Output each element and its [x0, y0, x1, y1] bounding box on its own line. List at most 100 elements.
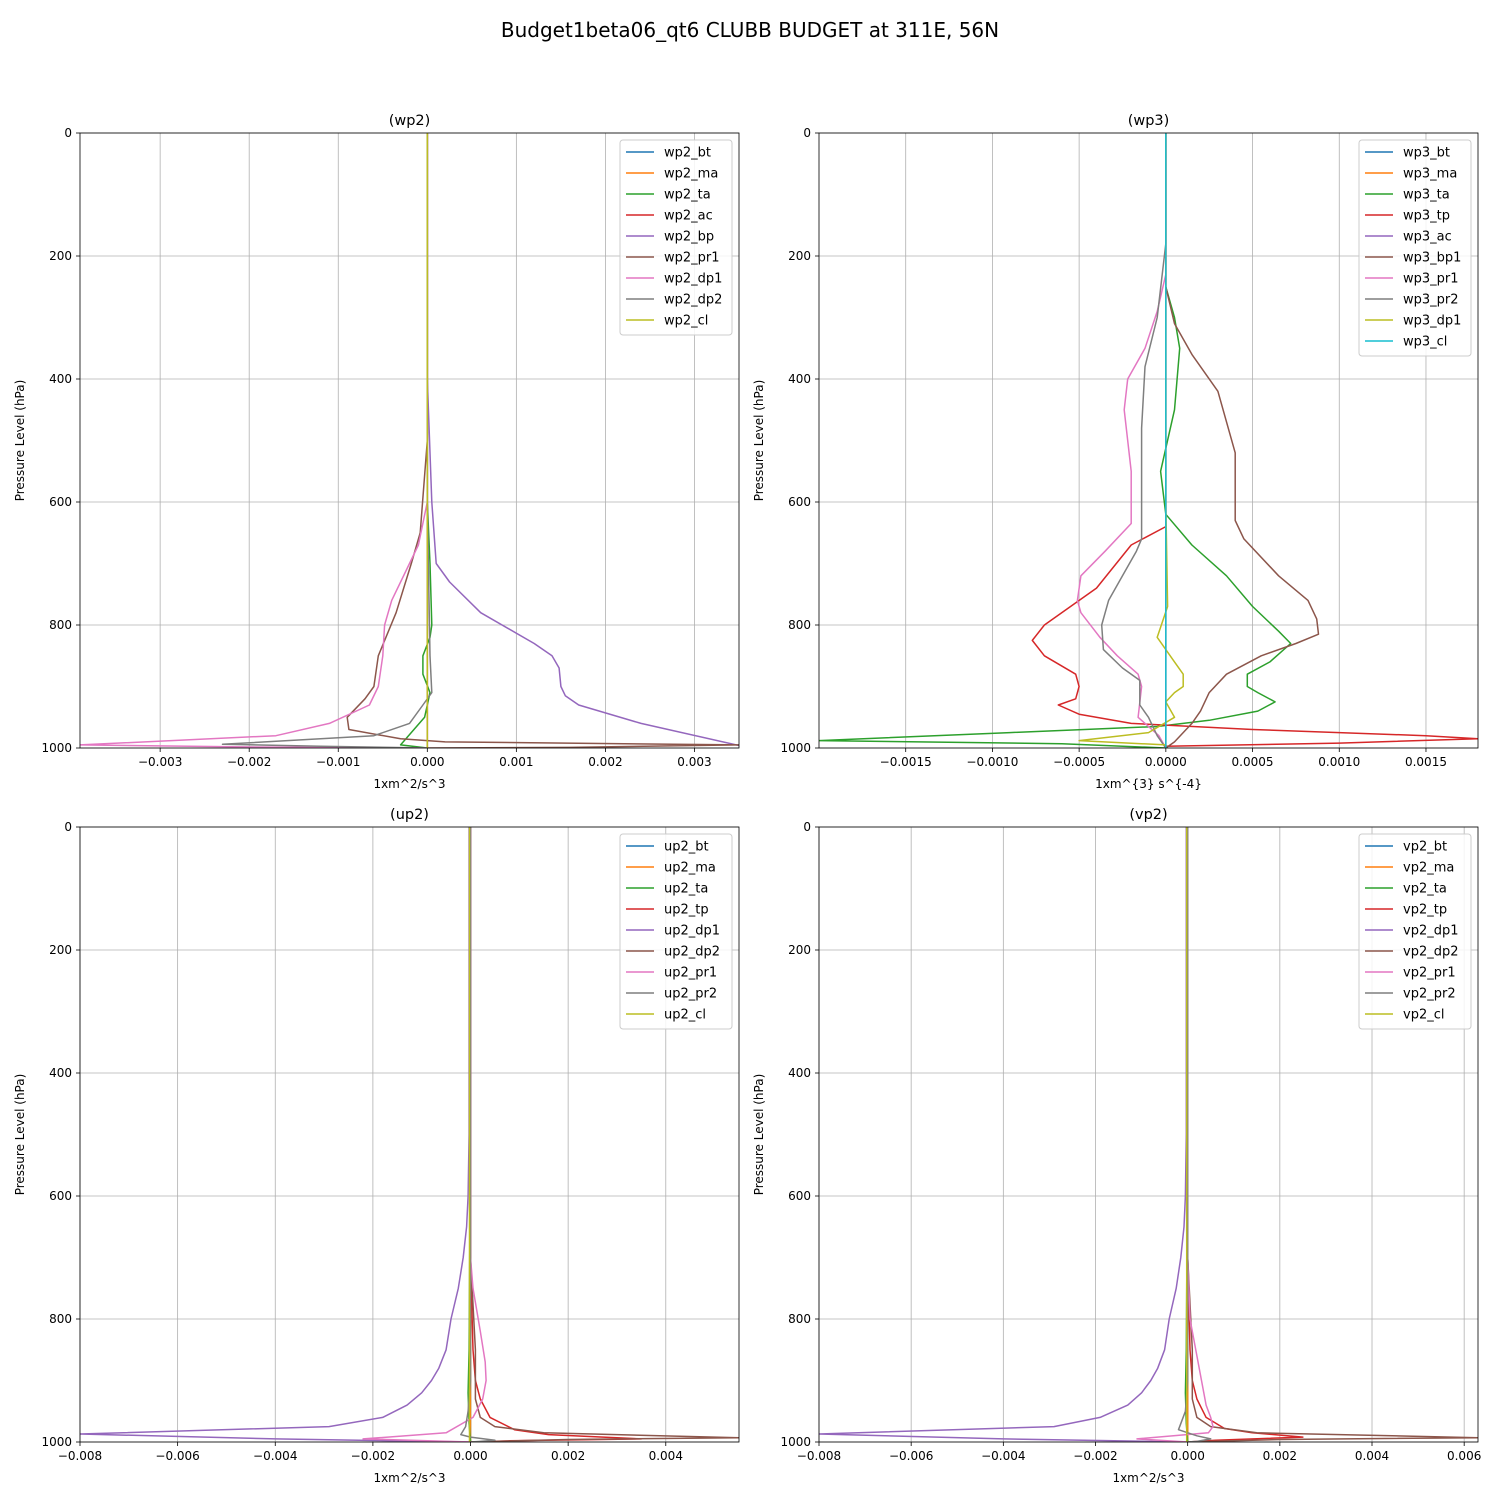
series-group — [819, 133, 1478, 748]
x-tick-label: 0.003 — [677, 755, 711, 769]
series-line-up2_pr2 — [460, 827, 496, 1442]
y-tick-label: 0 — [64, 126, 72, 140]
legend-entry: vp2_dp1 — [1403, 924, 1459, 939]
legend-entry: wp2_dp2 — [664, 293, 722, 308]
legend-entry: wp3_ta — [1403, 188, 1450, 203]
panel-title: (vp2) — [1129, 807, 1167, 823]
legend-entry: wp2_cl — [664, 314, 708, 329]
legend-box — [1358, 833, 1472, 1030]
y-axis-label: Pressure Level (hPa) — [13, 1074, 27, 1196]
x-tick-label: 0.000 — [1170, 1449, 1204, 1463]
x-tick-label: −0.004 — [981, 1449, 1025, 1463]
x-tick-label: −0.002 — [1073, 1449, 1117, 1463]
x-tick-label: 0.004 — [1355, 1449, 1389, 1463]
y-tick-label: 0 — [803, 126, 811, 140]
series-group — [80, 827, 739, 1442]
x-tick-label: 0.000 — [453, 1449, 487, 1463]
axes-frame — [818, 826, 1479, 1443]
legend-box — [619, 833, 733, 1030]
y-tick-label: 1000 — [780, 741, 811, 755]
legend-entry: wp2_bp — [664, 230, 714, 245]
series-line-wp3_tp — [1031, 133, 1478, 747]
x-tick-label: −0.006 — [155, 1449, 199, 1463]
legend-entry: wp2_dp1 — [664, 272, 722, 287]
y-tick-label: 600 — [49, 1189, 72, 1203]
legend-entry: wp3_ac — [1403, 230, 1452, 245]
y-tick-label: 400 — [788, 372, 811, 386]
x-tick-label: 0.002 — [588, 755, 622, 769]
series-line-vp2_pr2 — [1177, 827, 1212, 1442]
legend-box — [619, 139, 733, 336]
series-line-wp2_ta — [399, 133, 433, 748]
y-tick-label: 200 — [788, 249, 811, 263]
series-line-wp2_bp — [426, 133, 739, 747]
panel-title: (wp2) — [389, 113, 431, 129]
y-tick-label: 1000 — [780, 1435, 811, 1449]
legend: wp2_bt wp2_ma wp2_ta wp2_ac wp2_bp wp2_pr1 wp2… — [619, 139, 733, 336]
legend-entry: vp2_pr1 — [1403, 966, 1456, 981]
legend-entry: wp3_bp1 — [1403, 251, 1461, 266]
legend-entry: up2_dp1 — [664, 924, 720, 939]
y-axis-label: Pressure Level (hPa) — [13, 380, 27, 502]
series-group — [819, 827, 1478, 1442]
y-tick-label: 600 — [788, 1189, 811, 1203]
legend-entry: up2_pr2 — [664, 987, 717, 1002]
series-line-wp3_ta — [819, 133, 1292, 748]
y-tick-label: 0 — [64, 820, 72, 834]
x-tick-label: −0.004 — [253, 1449, 297, 1463]
legend-entry: vp2_pr2 — [1403, 987, 1456, 1002]
x-tick-label: 0.002 — [551, 1449, 585, 1463]
panel-title: (up2) — [390, 807, 429, 823]
legend-entry: wp3_cl — [1403, 335, 1447, 350]
axes-frame — [79, 826, 740, 1443]
legend-entry: wp2_ac — [664, 209, 713, 224]
x-tick-label: −0.008 — [797, 1449, 841, 1463]
x-tick-label: −0.0010 — [966, 755, 1018, 769]
legend-entry: vp2_dp2 — [1403, 945, 1459, 960]
series-line-vp2_dp1 — [819, 827, 1188, 1442]
series-line-vp2_tp — [1186, 827, 1304, 1442]
x-axis-label: 1xm^{3} s^{-4} — [1095, 777, 1202, 791]
x-tick-label: 0.002 — [1263, 1449, 1297, 1463]
legend-entry: vp2_cl — [1403, 1008, 1444, 1023]
panel-title: (wp3) — [1128, 113, 1170, 129]
series-line-up2_tp — [469, 827, 643, 1442]
legend: up2_bt up2_ma up2_ta up2_tp up2_dp1 up2_dp2up… — [619, 833, 733, 1030]
legend-entry: vp2_bt — [1403, 840, 1447, 855]
series-line-up2_dp2 — [469, 827, 739, 1442]
figure-suptitle: Budget1beta06_qt6 CLUBB BUDGET at 311E, … — [501, 18, 999, 42]
legend-entry: up2_pr1 — [664, 966, 717, 981]
y-tick-label: 0 — [803, 820, 811, 834]
y-tick-label: 1000 — [41, 741, 72, 755]
legend-entry: wp3_pr2 — [1403, 293, 1459, 308]
x-tick-label: 0.0010 — [1318, 755, 1360, 769]
legend-entry: up2_dp2 — [664, 945, 720, 960]
legend-entry: wp3_dp1 — [1403, 314, 1461, 329]
x-tick-label: −0.006 — [889, 1449, 933, 1463]
legend-entry: up2_tp — [664, 903, 709, 918]
x-axis-label: 1xm^2/s^3 — [1112, 1471, 1184, 1485]
series-line-wp3_dp1 — [1078, 133, 1184, 748]
legend-entry: up2_ta — [664, 882, 708, 897]
x-tick-label: −0.003 — [138, 755, 182, 769]
y-tick-label: 800 — [788, 618, 811, 632]
x-axis-label: 1xm^2/s^3 — [373, 777, 445, 791]
y-tick-label: 600 — [788, 495, 811, 509]
x-tick-label: −0.002 — [227, 755, 271, 769]
legend-entry: up2_cl — [664, 1008, 706, 1023]
y-tick-label: 400 — [788, 1066, 811, 1080]
legend-entry: wp2_pr1 — [664, 251, 720, 266]
x-tick-label: 0.0000 — [1145, 755, 1187, 769]
legend: wp3_bt wp3_ma wp3_ta wp3_tp wp3_ac wp3_bp1 wp3… — [1358, 139, 1472, 357]
legend-entry: vp2_ta — [1403, 882, 1447, 897]
series-line-wp2_dp2 — [221, 133, 433, 748]
x-tick-label: 0.0015 — [1405, 755, 1447, 769]
x-tick-label: −0.008 — [58, 1449, 102, 1463]
y-tick-label: 400 — [49, 372, 72, 386]
y-tick-label: 200 — [49, 249, 72, 263]
series-line-wp3_bp1 — [1165, 133, 1320, 748]
legend-entry: wp3_pr1 — [1403, 272, 1459, 287]
legend-entry: up2_ma — [664, 861, 716, 876]
x-tick-label: −0.0015 — [880, 755, 932, 769]
